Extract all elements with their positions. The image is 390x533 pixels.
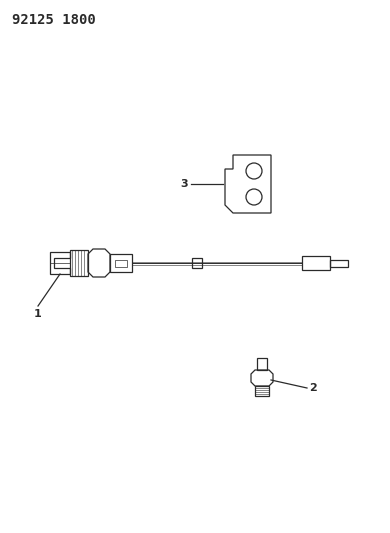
Text: 92125 1800: 92125 1800 — [12, 13, 96, 27]
Bar — [255, 386, 269, 396]
Bar — [330, 260, 348, 266]
Text: 3: 3 — [180, 179, 188, 189]
Bar — [302, 256, 330, 270]
Bar — [70, 250, 88, 276]
Bar — [110, 254, 132, 272]
Bar — [257, 358, 267, 370]
Bar — [191, 258, 202, 268]
Text: 2: 2 — [309, 383, 317, 393]
Text: 1: 1 — [34, 309, 42, 319]
Bar — [115, 260, 127, 266]
